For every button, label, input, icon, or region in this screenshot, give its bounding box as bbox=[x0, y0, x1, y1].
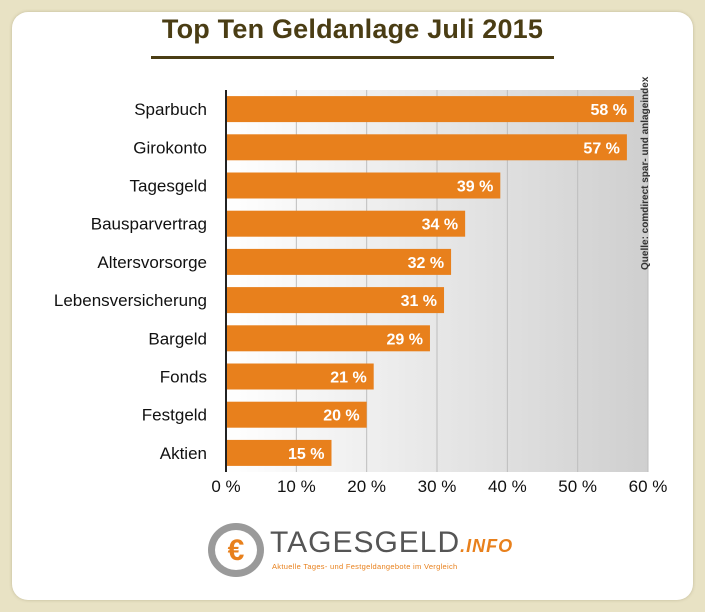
chart-title: Top Ten Geldanlage Juli 2015 bbox=[161, 14, 544, 44]
category-label: Fonds bbox=[160, 368, 207, 387]
bar bbox=[227, 363, 374, 390]
value-label: 58 % bbox=[590, 102, 626, 119]
category-label: Lebensversicherung bbox=[54, 291, 207, 310]
x-tick-label: 20 % bbox=[347, 477, 386, 496]
category-label: Altersvorsorge bbox=[97, 253, 207, 272]
bar bbox=[227, 210, 466, 237]
bar bbox=[227, 287, 445, 314]
bar bbox=[227, 439, 332, 466]
x-tick-label: 40 % bbox=[488, 477, 527, 496]
x-tick-label: 60 % bbox=[629, 477, 668, 496]
value-label: 39 % bbox=[457, 179, 493, 196]
category-label: Aktien bbox=[160, 444, 207, 463]
value-label: 57 % bbox=[583, 140, 619, 157]
category-label: Bausparvertrag bbox=[91, 215, 207, 234]
bar bbox=[227, 134, 627, 161]
category-label: Sparbuch bbox=[134, 100, 207, 119]
logo-wordmark: TAGESGELD.INFO bbox=[270, 526, 513, 560]
value-label: 15 % bbox=[288, 446, 324, 463]
value-label: 20 % bbox=[323, 408, 359, 425]
bar bbox=[227, 401, 367, 428]
value-label: 29 % bbox=[386, 331, 422, 348]
tagesgeld-logo[interactable]: € TAGESGELD.INFO Aktuelle Tages- und Fes… bbox=[200, 520, 520, 580]
category-label: Girokonto bbox=[133, 138, 207, 157]
bar bbox=[227, 96, 634, 123]
value-label: 31 % bbox=[401, 293, 437, 310]
source-note: Quelle: comdirect spar- und anlageindex bbox=[640, 76, 651, 270]
x-tick-label: 0 % bbox=[211, 477, 240, 496]
svg-text:€: € bbox=[228, 534, 245, 567]
value-label: 21 % bbox=[330, 370, 366, 387]
x-tick-label: 10 % bbox=[277, 477, 316, 496]
value-label: 32 % bbox=[408, 255, 444, 272]
euro-coin-icon: € bbox=[208, 523, 264, 577]
bar bbox=[227, 325, 430, 352]
title-underline bbox=[151, 56, 554, 59]
bar bbox=[227, 172, 501, 199]
category-label: Bargeld bbox=[148, 329, 207, 348]
x-tick-label: 50 % bbox=[558, 477, 597, 496]
category-label: Tagesgeld bbox=[129, 177, 207, 196]
x-tick-label: 30 % bbox=[418, 477, 457, 496]
category-label: Festgeld bbox=[142, 406, 207, 425]
value-label: 34 % bbox=[422, 217, 458, 234]
logo-tld: .INFO bbox=[460, 536, 514, 556]
logo-name: TAGESGELD bbox=[270, 526, 461, 559]
logo-tagline: Aktuelle Tages- und Festgeldangebote im … bbox=[272, 562, 458, 571]
bar bbox=[227, 248, 452, 275]
